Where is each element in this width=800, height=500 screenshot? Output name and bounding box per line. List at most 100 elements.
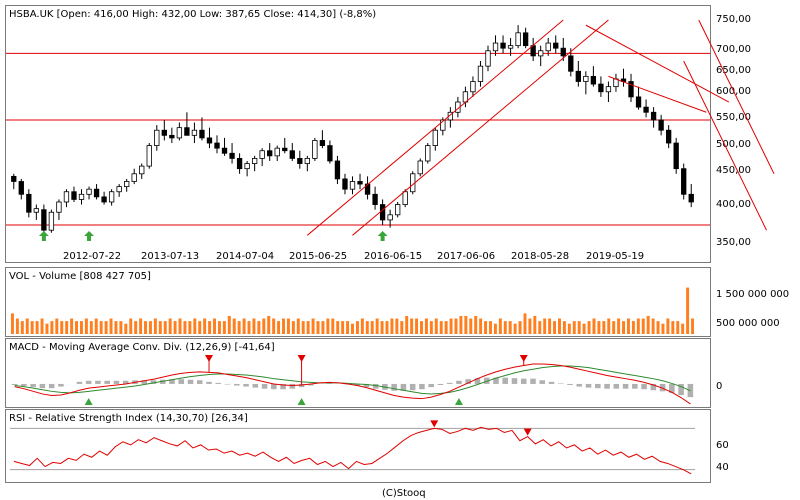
macd-histogram-bar: [567, 383, 573, 385]
candle: [48, 211, 55, 231]
candle: [108, 191, 115, 203]
candle: [41, 209, 47, 231]
volume-bars: [10, 287, 695, 334]
rsi-series: [10, 420, 695, 475]
macd-histogram-bar: [122, 380, 129, 384]
candle: [221, 147, 228, 154]
candle: [590, 75, 597, 85]
candle: [515, 32, 521, 47]
volume-bar: [415, 318, 419, 334]
volume-bar: [691, 318, 695, 334]
volume-bar: [173, 321, 177, 334]
rsi-line: [13, 426, 692, 475]
macd-series: [11, 355, 694, 405]
price-panel-frame: [5, 5, 711, 263]
volume-bar: [242, 318, 246, 334]
candle: [206, 137, 213, 144]
volume-bar: [410, 318, 414, 334]
volume-bar: [40, 318, 44, 334]
candle: [26, 193, 32, 213]
candle: [395, 204, 401, 216]
volume-bar: [316, 321, 320, 334]
candle: [191, 129, 198, 136]
volume-bar: [124, 323, 128, 334]
volume-bar: [454, 318, 458, 334]
volume-bar: [104, 321, 108, 334]
volume-bar: [208, 321, 212, 334]
volume-bar: [114, 321, 118, 334]
volume-bar: [646, 315, 650, 334]
candle: [304, 158, 310, 164]
candle: [560, 47, 566, 57]
volume-bar: [193, 318, 197, 334]
candle: [161, 129, 167, 136]
volume-bar: [567, 323, 571, 334]
trend-line: [352, 19, 609, 236]
volume-bar: [163, 321, 167, 334]
volume-bar: [129, 318, 133, 334]
volume-bar: [301, 321, 305, 334]
volume-bar: [75, 321, 79, 334]
volume-bar: [508, 321, 512, 334]
macd-histogram-bar: [363, 383, 370, 388]
volume-bar: [336, 321, 340, 334]
x-tick-label: 2018-05-28: [511, 251, 569, 262]
volume-bar: [311, 318, 315, 334]
macd-histogram-bar: [678, 383, 684, 395]
candle: [688, 193, 694, 203]
macd-histogram-bar: [446, 382, 453, 384]
candle: [267, 150, 273, 157]
rsi-panel-title: RSI - Relative Strength Index (14,30,70)…: [9, 413, 248, 424]
macd-histogram-bar: [585, 383, 592, 388]
candle: [477, 65, 484, 82]
macd-histogram-bar: [196, 380, 203, 384]
volume-bar: [523, 313, 527, 334]
volume-bar: [355, 321, 359, 334]
macd-histogram-bar: [604, 383, 610, 389]
volume-bar: [286, 318, 290, 334]
volume-bar: [291, 321, 295, 334]
macd-histogram-bar: [650, 383, 657, 391]
macd-buy-signal: [297, 398, 306, 405]
y-tick-label: 400,00: [716, 199, 751, 210]
macd-histogram-bar: [595, 383, 601, 389]
candle: [259, 150, 265, 159]
candle: [372, 193, 378, 205]
volume-bar: [513, 323, 517, 334]
volume-bar: [365, 321, 369, 334]
candle: [282, 147, 288, 152]
volume-bar: [370, 321, 374, 334]
x-tick-label: 2019-05-19: [586, 251, 644, 262]
volume-bar: [15, 318, 19, 334]
volume-bar: [572, 321, 576, 334]
volume-bar: [341, 321, 345, 334]
candle: [357, 181, 363, 185]
macd-histogram-bar: [271, 383, 277, 390]
macd-sell-signal: [205, 355, 214, 362]
candle: [93, 188, 100, 198]
macd-histogram-bar: [372, 383, 379, 389]
volume-bar: [168, 318, 172, 334]
volume-bar: [20, 321, 24, 334]
candle: [402, 191, 408, 205]
candle: [327, 145, 333, 162]
macd-histogram-bar: [224, 383, 231, 385]
volume-bar: [686, 287, 690, 334]
volume-bar: [267, 315, 271, 334]
volume-bar: [548, 318, 552, 334]
buy-signal-arrow: [38, 231, 49, 241]
candle: [131, 173, 137, 182]
macd-buy-signal: [84, 398, 93, 405]
candle: [146, 145, 152, 167]
volume-bar: [148, 321, 152, 334]
volume-bar: [661, 323, 665, 334]
macd-histogram-bar: [30, 383, 36, 388]
candle: [319, 140, 326, 146]
macd-histogram-bar: [280, 383, 286, 390]
volume-bar: [553, 321, 557, 334]
volume-bar: [390, 318, 394, 334]
trend-line: [683, 60, 767, 231]
candle: [334, 160, 341, 180]
macd-histogram-bar: [178, 379, 185, 384]
volume-bar: [272, 318, 276, 334]
